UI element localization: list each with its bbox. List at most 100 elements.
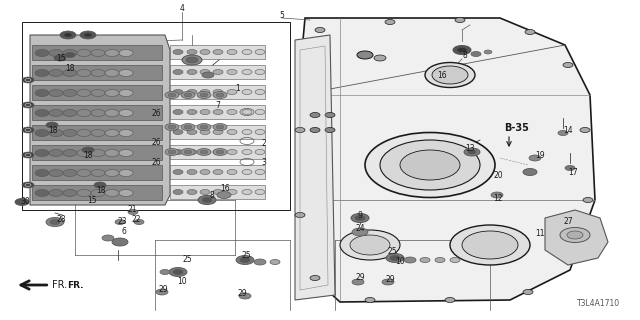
Circle shape — [15, 198, 29, 205]
Circle shape — [255, 50, 265, 54]
Circle shape — [432, 66, 468, 84]
Circle shape — [119, 149, 133, 156]
Circle shape — [91, 90, 105, 97]
Circle shape — [242, 170, 252, 174]
Circle shape — [187, 189, 197, 195]
Circle shape — [91, 149, 105, 156]
Circle shape — [242, 90, 252, 94]
Circle shape — [202, 197, 212, 203]
Circle shape — [168, 125, 176, 129]
Circle shape — [197, 148, 211, 156]
Text: 26: 26 — [151, 157, 161, 166]
Circle shape — [173, 90, 183, 94]
Text: 18: 18 — [83, 150, 93, 159]
Circle shape — [184, 125, 192, 129]
Text: 29: 29 — [385, 276, 395, 284]
Circle shape — [119, 90, 133, 97]
Circle shape — [22, 182, 34, 188]
Circle shape — [197, 124, 211, 131]
Circle shape — [35, 90, 49, 97]
Text: 2: 2 — [262, 139, 266, 148]
Text: 25: 25 — [182, 255, 192, 265]
Bar — [32, 165, 162, 180]
Circle shape — [390, 255, 400, 260]
Text: 7: 7 — [216, 100, 220, 109]
Circle shape — [352, 279, 364, 285]
Circle shape — [91, 50, 105, 57]
Circle shape — [63, 69, 77, 76]
Circle shape — [187, 69, 197, 75]
Circle shape — [181, 92, 195, 99]
Circle shape — [202, 72, 214, 78]
Polygon shape — [30, 35, 170, 205]
Circle shape — [35, 170, 49, 177]
Circle shape — [270, 260, 280, 265]
Circle shape — [119, 50, 133, 57]
Circle shape — [94, 182, 106, 188]
Circle shape — [49, 149, 63, 156]
Circle shape — [567, 258, 577, 262]
Bar — [32, 85, 162, 100]
Bar — [170, 45, 265, 59]
Circle shape — [445, 298, 455, 302]
Circle shape — [168, 150, 176, 154]
Text: 9: 9 — [358, 211, 362, 220]
Circle shape — [491, 192, 503, 198]
Text: 8: 8 — [463, 51, 467, 60]
Text: 25: 25 — [387, 247, 397, 257]
Circle shape — [310, 127, 320, 132]
Circle shape — [200, 109, 210, 115]
Text: 4: 4 — [180, 4, 184, 12]
Circle shape — [227, 149, 237, 155]
Circle shape — [63, 170, 77, 177]
Circle shape — [35, 189, 49, 196]
Text: 26: 26 — [151, 108, 161, 117]
Circle shape — [173, 149, 183, 155]
Bar — [32, 65, 162, 80]
Circle shape — [77, 149, 91, 156]
Circle shape — [404, 257, 416, 263]
Circle shape — [77, 189, 91, 196]
Circle shape — [227, 109, 237, 115]
Circle shape — [35, 50, 49, 57]
Text: 18: 18 — [48, 125, 58, 134]
Circle shape — [200, 125, 208, 129]
Circle shape — [400, 150, 460, 180]
Text: 1: 1 — [236, 84, 241, 92]
Circle shape — [450, 258, 460, 262]
Circle shape — [49, 90, 63, 97]
Circle shape — [213, 149, 223, 155]
Circle shape — [50, 220, 60, 225]
Circle shape — [46, 218, 64, 227]
Text: 29: 29 — [237, 290, 247, 299]
Circle shape — [184, 150, 192, 154]
Circle shape — [558, 131, 568, 135]
Circle shape — [22, 127, 34, 133]
Circle shape — [105, 189, 119, 196]
Circle shape — [187, 170, 197, 174]
Circle shape — [198, 196, 216, 204]
Circle shape — [91, 189, 105, 196]
Bar — [32, 125, 162, 140]
Circle shape — [165, 124, 179, 131]
Circle shape — [187, 149, 197, 155]
Circle shape — [182, 55, 202, 65]
Bar — [170, 185, 265, 199]
Circle shape — [386, 253, 404, 262]
Text: FR.: FR. — [67, 281, 83, 290]
Circle shape — [213, 69, 223, 75]
Circle shape — [310, 113, 320, 117]
Circle shape — [213, 109, 223, 115]
Circle shape — [242, 69, 252, 75]
Circle shape — [63, 109, 77, 116]
Circle shape — [187, 130, 197, 134]
Circle shape — [128, 210, 138, 214]
Circle shape — [455, 18, 465, 22]
Bar — [170, 125, 265, 139]
Text: 29: 29 — [355, 274, 365, 283]
Text: 18: 18 — [96, 186, 106, 195]
Circle shape — [213, 148, 227, 156]
Text: 15: 15 — [87, 196, 97, 204]
Bar — [170, 65, 265, 79]
Text: 10: 10 — [395, 258, 405, 267]
